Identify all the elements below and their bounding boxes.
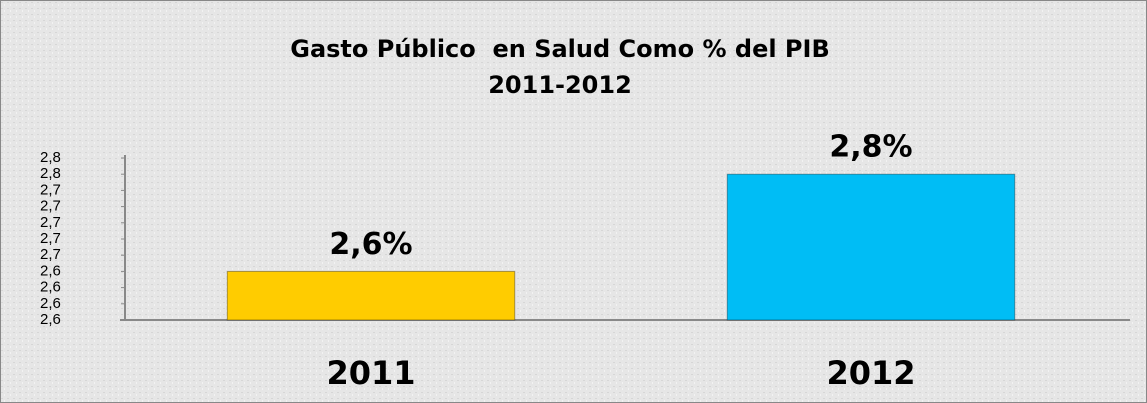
bar [726, 173, 1016, 321]
x-tick-label: 2011 [326, 354, 415, 392]
value-label: 2,6% [329, 227, 412, 262]
y-tick-label: 2,6 [40, 295, 61, 312]
y-tick-label: 2,7 [40, 198, 61, 215]
y-tick-label: 2,8 [40, 165, 61, 182]
value-label: 2,8% [829, 130, 912, 165]
y-tick-label: 2,6 [40, 311, 61, 328]
bar [226, 270, 516, 321]
y-tick-label: 2,6 [40, 279, 61, 296]
x-tick-label: 2012 [826, 354, 915, 392]
y-tick-label: 2,7 [40, 230, 61, 247]
y-tick-label: 2,8 [40, 149, 61, 166]
chart-subtitle: 2011-2012 [488, 71, 632, 99]
y-tick-label: 2,7 [40, 181, 61, 198]
chart-title: Gasto Público en Salud Como % del PIB [290, 35, 829, 63]
y-tick-label: 2,7 [40, 214, 61, 231]
y-tick-label: 2,7 [40, 246, 61, 263]
y-tick-label: 2,6 [40, 262, 61, 279]
